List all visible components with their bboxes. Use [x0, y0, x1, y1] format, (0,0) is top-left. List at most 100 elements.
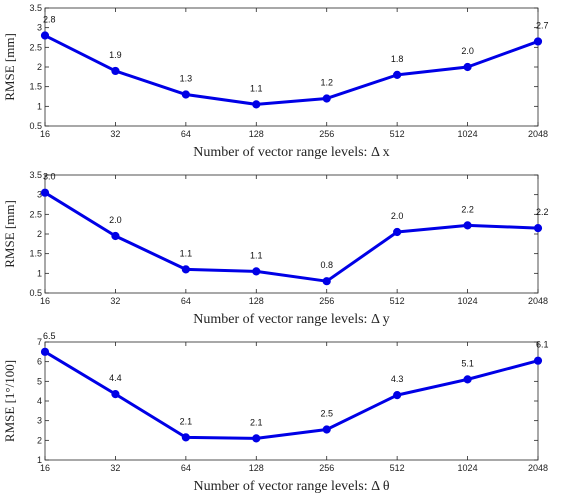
y-tick-label: 3	[37, 190, 42, 200]
y-tick-label: 1	[37, 455, 42, 465]
data-label: 2.1	[250, 417, 263, 427]
y-tick-label: 1	[37, 101, 42, 111]
data-label: 1.1	[180, 248, 193, 258]
x-tick-label: 1024	[458, 296, 478, 306]
y-tick-label: 2	[37, 62, 42, 72]
y-tick-label: 1.5	[29, 82, 42, 92]
data-label: 1.8	[391, 54, 404, 64]
y-tick-label: 3.5	[29, 170, 42, 180]
data-label: 3.0	[43, 172, 56, 182]
chart-panel-3: 1 2 3 4 5 6 7 16 32 64 128 256 512 1024 2048 6.5 4.4 2.1 2…	[2, 331, 549, 494]
x-tick-label: 256	[319, 463, 334, 473]
data-label: 2.0	[461, 46, 474, 56]
x-tick-label: 32	[110, 296, 120, 306]
data-point	[533, 356, 543, 365]
data-label: 1.1	[250, 83, 263, 93]
data-label: 2.7	[536, 20, 549, 30]
data-label: 2.2	[536, 207, 549, 217]
data-point	[111, 66, 120, 76]
x-tick-label: 128	[249, 463, 264, 473]
x-tick-label: 512	[390, 463, 405, 473]
data-point	[111, 390, 120, 399]
data-point	[393, 70, 402, 79]
data-label: 5.1	[461, 358, 474, 368]
x-axis-label: Number of vector range levels: Δ y	[193, 312, 389, 327]
data-point	[181, 90, 190, 99]
x-tick-label: 1024	[458, 129, 478, 139]
data-label: 2.5	[320, 409, 333, 419]
data-point	[322, 277, 331, 286]
y-tick-label: 1.5	[29, 249, 42, 259]
y-tick-label: 3	[37, 23, 42, 33]
x-tick-label: 512	[390, 129, 405, 139]
data-point	[463, 375, 472, 384]
y-tick-label: 6	[37, 357, 42, 367]
data-point	[393, 391, 402, 400]
data-point	[463, 221, 472, 230]
x-tick-label: 2048	[528, 463, 548, 473]
y-axis-label: RMSE [1°/100]	[2, 360, 17, 442]
data-label: 4.4	[109, 373, 122, 383]
series-line	[44, 191, 539, 283]
x-tick-label: 64	[181, 296, 191, 306]
x-tick-label: 64	[181, 129, 191, 139]
y-tick-label: 7	[37, 337, 42, 347]
data-point	[252, 267, 261, 276]
data-point	[322, 425, 331, 434]
data-point	[40, 31, 50, 40]
y-tick-label: 3.5	[29, 3, 42, 13]
x-tick-label: 128	[249, 296, 264, 306]
chart-panel-2: 0.5 1 1.5 2 2.5 3 3.5 16 32 64 128 256 512 1024 2048 3.…	[2, 170, 549, 327]
data-label: 4.3	[391, 374, 404, 384]
x-axis-label: Number of vector range levels: Δ x	[193, 145, 389, 160]
x-tick-label: 16	[40, 129, 50, 139]
x-tick-label: 1024	[458, 463, 478, 473]
data-point	[252, 434, 261, 443]
data-label: 2.1	[180, 416, 193, 426]
x-tick-label: 512	[390, 296, 405, 306]
data-label: 1.2	[320, 77, 333, 87]
data-point	[533, 37, 543, 46]
y-tick-label: 5	[37, 376, 42, 386]
chart-panel-1: 0.5 1 1.5 2 2.5 3 3.5 16 32 64 128 256 512 1024 2048 2.…	[2, 3, 549, 160]
y-tick-label: 4	[37, 396, 42, 406]
x-tick-label: 256	[319, 296, 334, 306]
y-axis-label: RMSE [mm]	[2, 33, 17, 101]
data-point	[181, 433, 190, 442]
y-tick-label: 1	[37, 268, 42, 278]
y-tick-label: 2	[37, 435, 42, 445]
x-tick-label: 16	[40, 463, 50, 473]
data-label: 2.2	[461, 204, 474, 214]
data-point	[111, 231, 120, 241]
y-tick-label: 3	[37, 416, 42, 426]
x-tick-label: 2048	[528, 296, 548, 306]
data-label: 1.3	[180, 74, 193, 84]
data-point	[40, 347, 50, 356]
y-tick-label: 2	[37, 229, 42, 239]
x-tick-label: 256	[319, 129, 334, 139]
x-tick-label: 32	[110, 129, 120, 139]
data-label: 2.0	[109, 215, 122, 225]
data-point	[181, 265, 190, 274]
data-point	[463, 62, 472, 72]
series-line	[44, 350, 539, 440]
x-tick-label: 16	[40, 296, 50, 306]
data-label: 0.8	[320, 260, 333, 270]
y-tick-label: 0.5	[29, 288, 42, 298]
data-label: 6.5	[43, 331, 56, 341]
x-tick-label: 32	[110, 463, 120, 473]
y-tick-label: 0.5	[29, 121, 42, 131]
data-point	[252, 100, 261, 109]
data-label: 2.8	[43, 15, 56, 25]
data-label: 2.0	[391, 211, 404, 221]
data-label: 1.9	[109, 50, 122, 60]
data-point	[533, 224, 543, 233]
x-tick-label: 128	[249, 129, 264, 139]
y-tick-label: 2.5	[29, 209, 42, 219]
x-tick-label: 2048	[528, 129, 548, 139]
data-label: 6.1	[536, 340, 549, 350]
data-point	[322, 94, 331, 103]
data-point	[40, 188, 50, 197]
